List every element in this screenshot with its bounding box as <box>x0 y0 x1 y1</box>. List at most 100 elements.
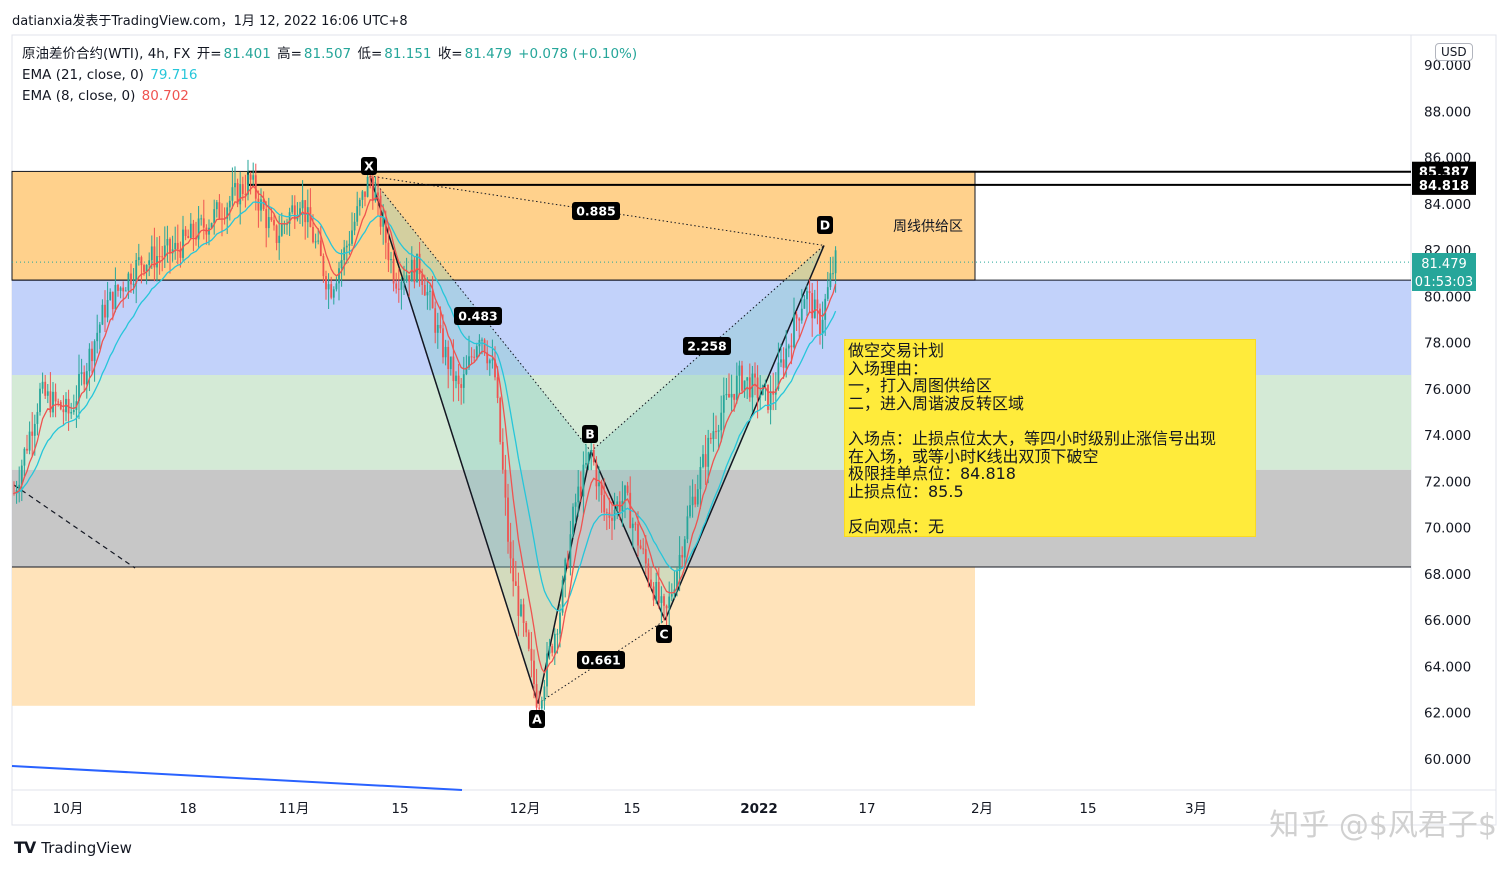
candle-body <box>579 486 582 497</box>
candle-body <box>405 275 408 281</box>
candle-body <box>439 324 442 329</box>
candle-body <box>816 299 819 309</box>
currency-badge[interactable]: USD <box>1435 43 1473 61</box>
candle-body <box>676 571 678 590</box>
plan-line: 反向观点：无 <box>848 516 945 536</box>
candle-body <box>52 391 54 413</box>
candle-body <box>356 206 359 222</box>
candle-body <box>748 377 751 398</box>
candle-body <box>634 523 637 525</box>
ratio-label-bg <box>683 337 731 355</box>
symbol-label[interactable]: 原油差价合约(WTI), 4h, FX <box>22 46 191 62</box>
time-tick: 2月 <box>971 801 993 817</box>
candle-body <box>525 622 528 633</box>
candle-body <box>270 217 273 221</box>
candle-body <box>462 374 465 388</box>
candle-body <box>496 377 499 398</box>
candle-body <box>239 184 242 205</box>
ema8-row[interactable]: EMA (8, close, 0) 80.702 <box>22 86 639 107</box>
candle-body <box>119 287 122 291</box>
candle-body <box>769 391 772 410</box>
candle-body <box>234 183 236 188</box>
candle-body <box>143 265 145 272</box>
price-tick: 76.000 <box>1424 382 1471 398</box>
plan-line: 入场点：止损点位太大，等四小时级别止涨信号出现 <box>848 428 1217 448</box>
candle-body <box>23 448 26 466</box>
candle-body <box>746 377 749 381</box>
candle-body <box>374 192 377 201</box>
candle-body <box>577 486 580 503</box>
candle-body <box>702 454 704 467</box>
pattern-leg <box>369 175 539 704</box>
candle-body <box>481 339 483 341</box>
candle-body <box>413 259 416 283</box>
ratio-label: 0.483 <box>458 309 498 324</box>
trade-plan-note[interactable]: 做空交易计划 入场理由： 一，打入周图供给区 二，进入周谐波反转区域 入场点：止损点位… <box>844 339 1256 537</box>
candle-body <box>130 273 132 285</box>
open-value: 81.401 <box>223 46 271 62</box>
candle-body <box>572 506 574 535</box>
candle-body <box>348 243 351 246</box>
time-tick: 10月 <box>53 801 84 817</box>
candle-body <box>559 612 561 634</box>
candle-body <box>590 450 593 453</box>
candle-body <box>712 431 715 440</box>
candle-body <box>655 581 658 601</box>
candle-body <box>569 534 572 567</box>
candle-body <box>819 308 821 334</box>
ratio-label: 2.258 <box>687 339 727 354</box>
candle-body <box>621 500 624 512</box>
candle-body <box>501 441 504 470</box>
candle-body <box>114 284 117 310</box>
candle-body <box>717 430 720 432</box>
candle-body <box>512 558 515 582</box>
candle-body <box>135 260 138 284</box>
candle-body <box>184 229 187 237</box>
candle-body <box>390 259 392 261</box>
candle-body <box>644 549 647 564</box>
candle-body <box>44 381 47 396</box>
candle-body <box>465 367 468 375</box>
candle-body <box>163 245 166 257</box>
high-value: 81.507 <box>303 46 352 62</box>
candle-body <box>280 224 283 236</box>
candle-body <box>743 380 746 391</box>
candle-body <box>663 596 665 606</box>
ema21-row[interactable]: EMA (21, close, 0) 79.716 <box>22 65 639 86</box>
candle-body <box>730 393 733 398</box>
candle-body <box>509 541 512 559</box>
candle-body <box>210 223 213 228</box>
candle-body <box>13 492 15 494</box>
candle-body <box>787 345 790 349</box>
ratio-label-bg <box>572 202 620 220</box>
candle-body <box>686 516 689 540</box>
point-label-a: A <box>532 712 542 727</box>
time-tick: 15 <box>391 801 408 817</box>
candle-body <box>574 502 577 507</box>
candle-body <box>639 545 642 549</box>
candle-body <box>392 259 395 284</box>
candle-body <box>384 218 387 243</box>
tradingview-logo[interactable]: TV TradingView <box>14 838 132 857</box>
candle-body <box>218 202 221 219</box>
candle-body <box>670 594 673 597</box>
candle-body <box>678 554 681 572</box>
price-tick: 72.000 <box>1424 474 1471 490</box>
candle-body <box>595 462 598 487</box>
candle-body <box>527 632 530 649</box>
candle-body <box>340 260 343 269</box>
ema8-value: 80.702 <box>141 88 189 104</box>
close-value: 81.479 <box>464 46 512 62</box>
candle-body <box>832 273 834 275</box>
point-label-c: C <box>659 627 668 642</box>
point-label-d-bg <box>817 216 833 234</box>
candle-body <box>548 646 551 654</box>
candle-body <box>397 288 400 290</box>
candle-body <box>696 489 699 505</box>
candle-body <box>379 195 382 227</box>
candle-body <box>46 391 49 396</box>
candle-body <box>735 375 738 400</box>
candle-body <box>605 512 608 514</box>
candle-body <box>603 495 606 513</box>
